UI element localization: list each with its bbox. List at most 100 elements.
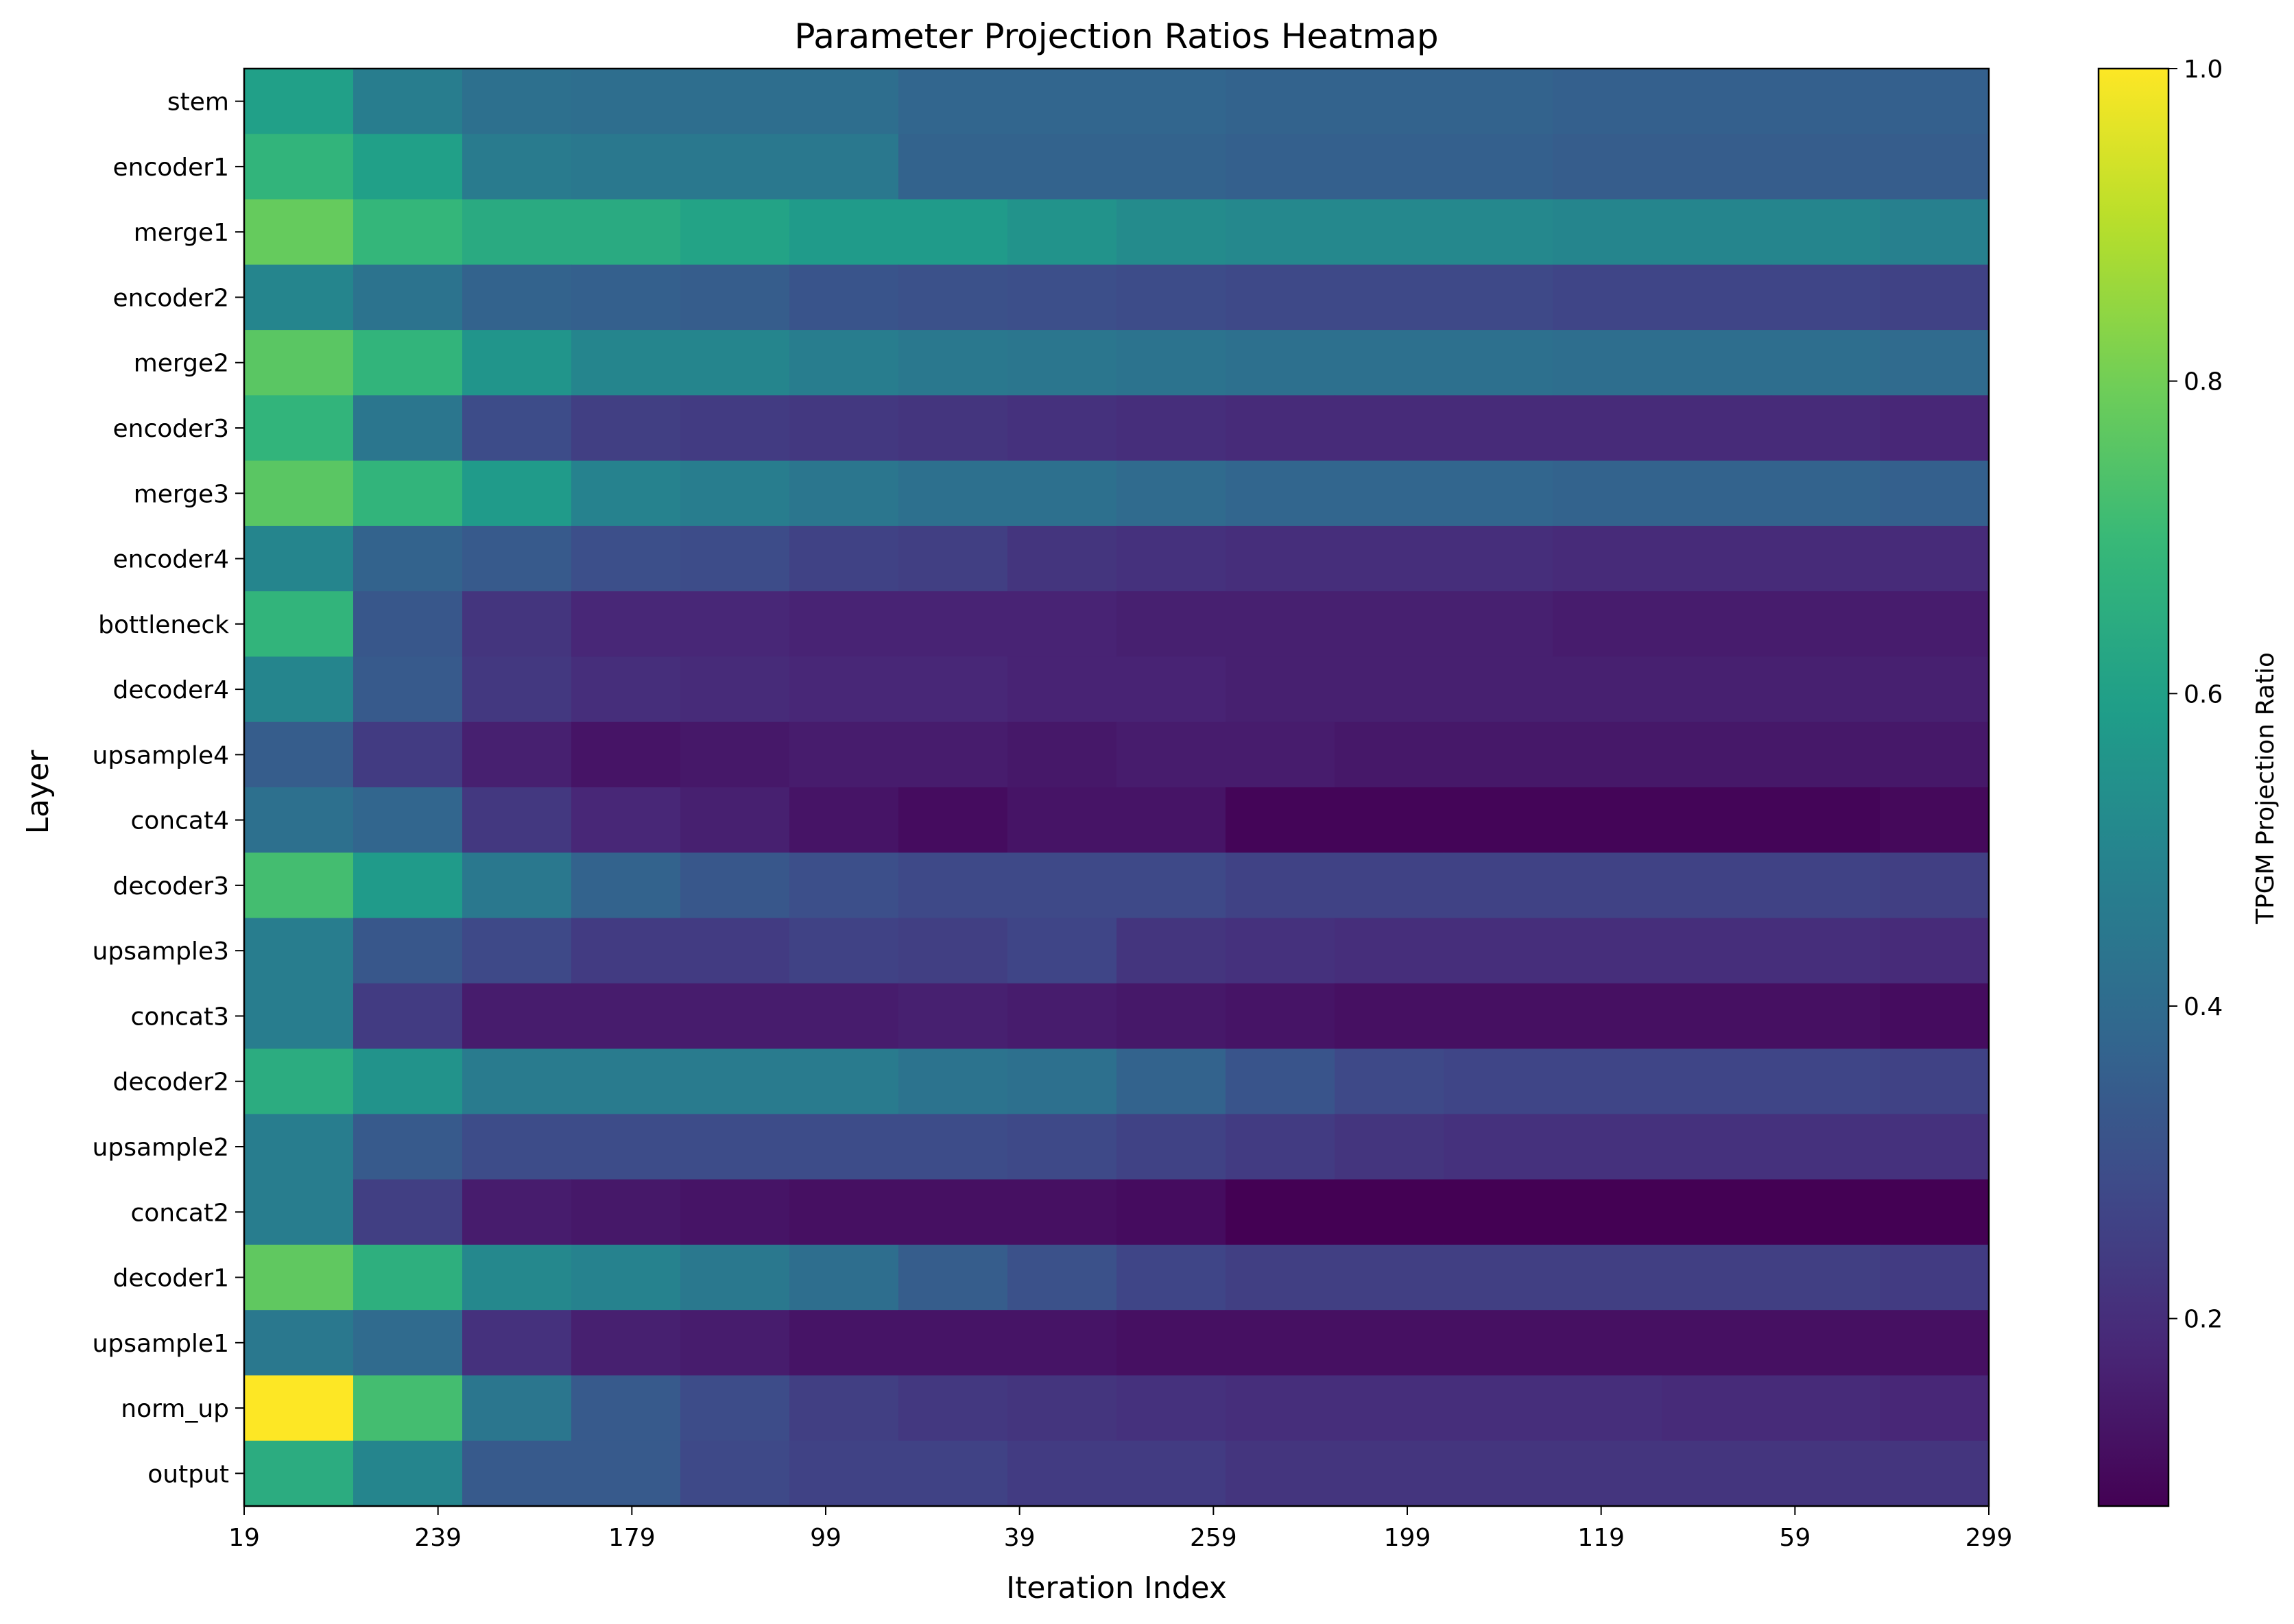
heatmap-cell <box>789 395 899 462</box>
heatmap-cell <box>1116 1049 1226 1114</box>
heatmap-cell <box>898 656 1008 723</box>
heatmap-cell <box>1662 1440 1771 1507</box>
y-tick-label: upsample1 <box>93 1330 229 1358</box>
heatmap-cell <box>1116 525 1226 592</box>
heatmap-cell <box>1335 1310 1444 1376</box>
heatmap-cell <box>462 460 572 527</box>
heatmap-cell <box>1226 395 1335 462</box>
plot-frame <box>243 67 1990 1507</box>
heatmap-cell <box>1007 330 1117 396</box>
colorbar-tick-label: 0.4 <box>2184 993 2223 1021</box>
heatmap-cell <box>1335 918 1444 984</box>
heatmap-cell <box>789 656 899 723</box>
heatmap-cell <box>1335 591 1444 658</box>
heatmap-cell <box>1553 852 1662 919</box>
heatmap-cell <box>1771 787 1880 853</box>
y-tick-label: norm_up <box>121 1395 229 1423</box>
heatmap-cell <box>1226 1049 1335 1114</box>
heatmap-cell <box>244 1375 354 1442</box>
heatmap-cell <box>1880 852 1990 919</box>
heatmap-cell <box>462 525 572 592</box>
heatmap-cell <box>1226 983 1335 1049</box>
heatmap-cell <box>1553 1310 1662 1376</box>
heatmap-cell <box>353 525 463 592</box>
heatmap-cell <box>1007 983 1117 1049</box>
heatmap-cell <box>571 69 681 134</box>
heatmap-cell <box>680 721 790 788</box>
heatmap-cell <box>1771 395 1880 462</box>
heatmap-cell <box>1662 1049 1771 1114</box>
heatmap-cell <box>1662 69 1771 134</box>
heatmap-cell <box>244 69 354 134</box>
heatmap-cell <box>1116 460 1226 527</box>
heatmap-cell <box>1771 1179 1880 1245</box>
heatmap-cell <box>1880 721 1990 788</box>
heatmap-cell <box>1116 1375 1226 1442</box>
heatmap-cell <box>353 395 463 462</box>
heatmap-cell <box>244 787 354 853</box>
heatmap-cell <box>789 1244 899 1311</box>
heatmap-cell <box>1553 918 1662 984</box>
x-tick-label: 239 <box>414 1524 462 1552</box>
heatmap-cell <box>353 918 463 984</box>
heatmap-cell <box>680 787 790 853</box>
heatmap-cell <box>571 264 681 331</box>
heatmap-cell <box>680 264 790 331</box>
heatmap-cell <box>571 1375 681 1442</box>
heatmap-cell <box>571 460 681 527</box>
heatmap-cell <box>244 460 354 527</box>
heatmap-cell <box>1444 918 1553 984</box>
heatmap-cell <box>353 852 463 919</box>
heatmap-cell <box>462 264 572 331</box>
heatmap-cell <box>244 1440 354 1507</box>
heatmap-cell <box>571 787 681 853</box>
heatmap-cell <box>244 330 354 396</box>
heatmap-cell <box>1335 199 1444 265</box>
heatmap-cell <box>1662 787 1771 853</box>
heatmap-cell <box>462 134 572 200</box>
heatmap-cell <box>789 1179 899 1245</box>
x-tick-label: 179 <box>608 1524 656 1552</box>
heatmap-cell <box>1226 1440 1335 1507</box>
heatmap-cell <box>1226 1179 1335 1245</box>
heatmap-cell <box>898 1179 1008 1245</box>
x-tick-label: 39 <box>1004 1524 1036 1552</box>
heatmap-cell <box>1116 1310 1226 1376</box>
heatmap-cell <box>571 1049 681 1114</box>
colorbar-gradient <box>2099 69 2168 1506</box>
heatmap-cell <box>789 199 899 265</box>
heatmap-cell <box>1444 1179 1553 1245</box>
heatmap-cell <box>1007 656 1117 723</box>
heatmap-cell <box>680 1244 790 1311</box>
heatmap-cell <box>1662 1179 1771 1245</box>
heatmap-cell <box>1553 787 1662 853</box>
heatmap-cell <box>1444 1440 1553 1507</box>
heatmap-cell <box>244 1179 354 1245</box>
heatmap-cell <box>1444 525 1553 592</box>
heatmap-cell <box>680 69 790 134</box>
heatmap-cell <box>1880 264 1990 331</box>
heatmap-cell <box>1553 1440 1662 1507</box>
heatmap-cell <box>1880 1179 1990 1245</box>
x-tick-label: 119 <box>1577 1524 1625 1552</box>
heatmap-cell <box>680 852 790 919</box>
heatmap-cell <box>1226 264 1335 331</box>
heatmap-cell <box>571 1244 681 1311</box>
heatmap-cell <box>1226 69 1335 134</box>
heatmap-cell <box>1553 134 1662 200</box>
heatmap-cell <box>1444 395 1553 462</box>
heatmap-cell <box>1007 918 1117 984</box>
heatmap-cell <box>1335 264 1444 331</box>
heatmap-cell <box>1880 199 1990 265</box>
heatmap-cell <box>1771 264 1880 331</box>
heatmap-cell <box>353 264 463 331</box>
heatmap-cell <box>1444 134 1553 200</box>
y-tick-label: merge1 <box>134 219 229 247</box>
heatmap-cell <box>898 1310 1008 1376</box>
y-tick-label: upsample4 <box>93 741 229 769</box>
heatmap-cell <box>571 1440 681 1507</box>
heatmap-cell <box>1335 656 1444 723</box>
heatmap-cell <box>898 134 1008 200</box>
heatmap-cell <box>1662 199 1771 265</box>
